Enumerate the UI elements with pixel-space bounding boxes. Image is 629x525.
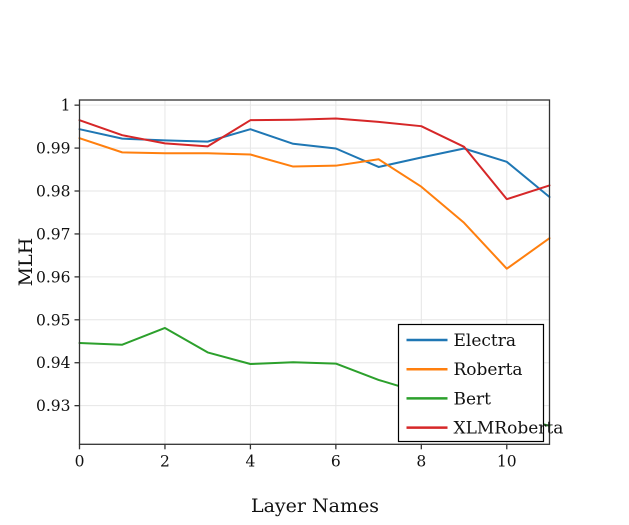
legend-label-xlmroberta: XLMRoberta [454, 419, 564, 439]
series-line-roberta [78, 137, 551, 270]
x-tick-label: 10 [497, 452, 517, 470]
y-tick-label: 0.96 [36, 268, 71, 286]
plot-frame [78, 99, 551, 445]
y-tick-label: 0.98 [36, 183, 71, 201]
series-line-xlmroberta [78, 117, 551, 201]
y-tick-label: 0.94 [36, 354, 71, 372]
y-tick-label: 0.93 [36, 397, 71, 415]
x-tick-label: 0 [75, 452, 85, 470]
y-tick-label: 0.95 [36, 311, 71, 329]
y-tick-label: 0.99 [36, 140, 71, 158]
x-tick-label: 4 [245, 452, 255, 470]
legend-label-bert: Bert [454, 389, 492, 409]
legend-label-electra: Electra [454, 331, 517, 351]
x-tick-label: 6 [331, 452, 341, 470]
legend: Electra Roberta Bert XLMRoberta [397, 323, 564, 443]
legend-box [397, 323, 545, 443]
x-tick-label: 2 [160, 452, 170, 470]
y-axis-label: MLH [15, 237, 37, 287]
series-line-electra [78, 128, 551, 199]
y-tick-label: 0.97 [36, 225, 71, 243]
legend-label-roberta: Roberta [454, 360, 523, 380]
axis-ticks: 0 2 4 6 8 10 1 0.99 0.98 0.97 0.96 0.95 0.94 0.93 [36, 97, 517, 471]
x-tick-label: 8 [416, 452, 426, 470]
y-tick-label: 1 [61, 97, 71, 115]
x-axis-label: Layer Names [250, 495, 379, 517]
